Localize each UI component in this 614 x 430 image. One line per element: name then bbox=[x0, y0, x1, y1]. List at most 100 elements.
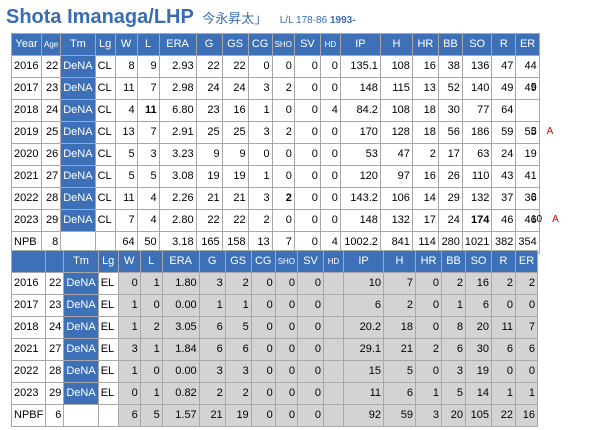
col-header-ip: IP bbox=[339, 33, 381, 56]
cell-year: 2016 bbox=[10, 272, 47, 295]
cell-cg: 3 bbox=[247, 121, 273, 144]
col-header-cg: CG bbox=[247, 33, 273, 56]
cell-er: 19 bbox=[515, 143, 540, 166]
table-row: 2021 27 DeNA CL 5 5 3.08 19 19 1 0 0 0 120 97 16 26 110 43… bbox=[11, 165, 540, 188]
cell-g: 19 bbox=[195, 165, 223, 188]
award-marker: A bbox=[552, 214, 559, 225]
cell-year: 2018 bbox=[11, 99, 42, 122]
cell-sv: 0 bbox=[297, 404, 325, 427]
bio-birth-year: 1993- bbox=[329, 15, 356, 26]
cell-lg: CL bbox=[94, 99, 116, 122]
cell-h: 18 bbox=[383, 316, 417, 339]
cell-gs: 2 bbox=[224, 382, 252, 405]
cell-hd: 0 bbox=[319, 165, 341, 188]
cell-sv: 0 bbox=[297, 272, 325, 295]
col-header-hd: HD bbox=[323, 250, 345, 273]
cell-w: 1 bbox=[117, 316, 141, 339]
cell-h: 108 bbox=[379, 99, 413, 122]
cell-so: 132 bbox=[461, 187, 493, 210]
cell-g: 22 bbox=[195, 209, 223, 232]
cell-bb: 6 bbox=[441, 338, 467, 361]
cell-w: 6 bbox=[117, 404, 141, 427]
cell-so: 136 bbox=[461, 55, 493, 78]
cell-cg: 0 bbox=[250, 294, 276, 317]
cell-h: 5 bbox=[383, 360, 417, 383]
cell-bb: 280 bbox=[437, 231, 463, 254]
cell-r: 11 bbox=[491, 316, 517, 339]
table-row: 2016 22 DeNA EL 0 1 1.80 3 2 0 0 0 10 7 0 2 16 2 2 bbox=[10, 272, 539, 295]
table-row: 2023 29 DeNA EL 0 1 0.82 2 2 0 0 0 11 6 1 5 14 1 1 bbox=[10, 382, 539, 405]
cell-l: 5 bbox=[139, 404, 163, 427]
cell-sv: 0 bbox=[297, 338, 325, 361]
cell-sho: 0 bbox=[274, 338, 299, 361]
cell-w: 1 bbox=[117, 294, 141, 317]
cell-w: 5 bbox=[114, 165, 138, 188]
cell-age: 23 bbox=[45, 294, 65, 317]
cell-r: 0 bbox=[491, 294, 517, 317]
table-row: 2022 28 DeNA EL 1 0 0.00 3 3 0 0 0 15 5 0 3 19 0 0 bbox=[10, 360, 539, 383]
cell-team: DeNA bbox=[60, 99, 96, 122]
cell-er: 0 bbox=[515, 360, 539, 383]
cell-h: 108 bbox=[379, 55, 413, 78]
cell-ip: 20.2 bbox=[343, 316, 385, 339]
cell-so: 20 bbox=[465, 316, 493, 339]
col-header-er: ER bbox=[515, 250, 539, 273]
cell-gs: 22 bbox=[221, 55, 249, 78]
cell-er: 44 bbox=[515, 55, 540, 78]
cell-hr: 13 bbox=[411, 77, 439, 100]
cell-h: 59 bbox=[383, 404, 417, 427]
cell-sho: 0 bbox=[274, 316, 299, 339]
npb-stats-table: Year Age Tm Lg W L ERA G GS CG SHO SV HD IP H HR BB SO R ER… bbox=[11, 33, 540, 254]
cell-so: 30 bbox=[465, 338, 493, 361]
cell-bb: 20 bbox=[441, 404, 467, 427]
col-header-gs: GS bbox=[221, 33, 249, 56]
cell-hr: 3 bbox=[415, 404, 443, 427]
cell-sv: 0 bbox=[293, 143, 321, 166]
cell-g: 21 bbox=[198, 404, 226, 427]
cell-era: 1.57 bbox=[161, 404, 200, 427]
side-note-number: 3 bbox=[531, 126, 537, 137]
cell-sho: 0 bbox=[274, 404, 299, 427]
cell-cg: 3 bbox=[247, 187, 273, 210]
cell-h: 106 bbox=[379, 187, 413, 210]
cell-lg: CL bbox=[94, 165, 116, 188]
cell-w: 4 bbox=[114, 99, 138, 122]
cell-age: 22 bbox=[45, 272, 65, 295]
cell-sho: 2 bbox=[271, 121, 295, 144]
cell-bb: 1 bbox=[441, 294, 467, 317]
cell-sv: 0 bbox=[297, 382, 325, 405]
col-header-sho: SHO bbox=[274, 250, 299, 273]
cell-g: 6 bbox=[198, 316, 226, 339]
cell-gs: 9 bbox=[221, 143, 249, 166]
cell-lg: CL bbox=[94, 77, 116, 100]
table-row: 2023 29 DeNA CL 7 4 2.80 22 22 2 0 0 0 148 132 17 24 174 4… bbox=[11, 209, 540, 232]
cell-gs: 24 bbox=[221, 77, 249, 100]
cell-year: 2023 bbox=[10, 382, 47, 405]
cell-year: 2023 bbox=[11, 209, 42, 232]
cell-hd: 0 bbox=[319, 55, 341, 78]
col-header-er: ER bbox=[515, 33, 540, 56]
cell-w: 5 bbox=[114, 143, 138, 166]
cell-l: 1 bbox=[139, 338, 163, 361]
side-note-number: 3 bbox=[531, 192, 537, 203]
cell-hr: 2 bbox=[411, 143, 439, 166]
col-header-year: Year bbox=[11, 33, 42, 56]
col-header-age: Age bbox=[40, 33, 62, 56]
cell-l: 9 bbox=[136, 55, 160, 78]
cell-ip: 84.2 bbox=[339, 99, 381, 122]
player-kanji-name: 今永昇太」 bbox=[202, 11, 268, 26]
cell-g: 2 bbox=[198, 382, 226, 405]
cell-team: DeNA bbox=[63, 294, 99, 317]
cell-h: 7 bbox=[383, 272, 417, 295]
cell-cg: 0 bbox=[250, 316, 276, 339]
cell-bb: 29 bbox=[437, 187, 463, 210]
cell-so: 77 bbox=[461, 99, 493, 122]
col-header-team: Tm bbox=[60, 33, 96, 56]
cell-sv: 0 bbox=[293, 77, 321, 100]
side-note: 10 A bbox=[531, 214, 559, 225]
cell-team: DeNA bbox=[60, 165, 96, 188]
cell-team: DeNA bbox=[63, 382, 99, 405]
col-header-cg: CG bbox=[250, 250, 276, 273]
cell-gs: 2 bbox=[224, 272, 252, 295]
